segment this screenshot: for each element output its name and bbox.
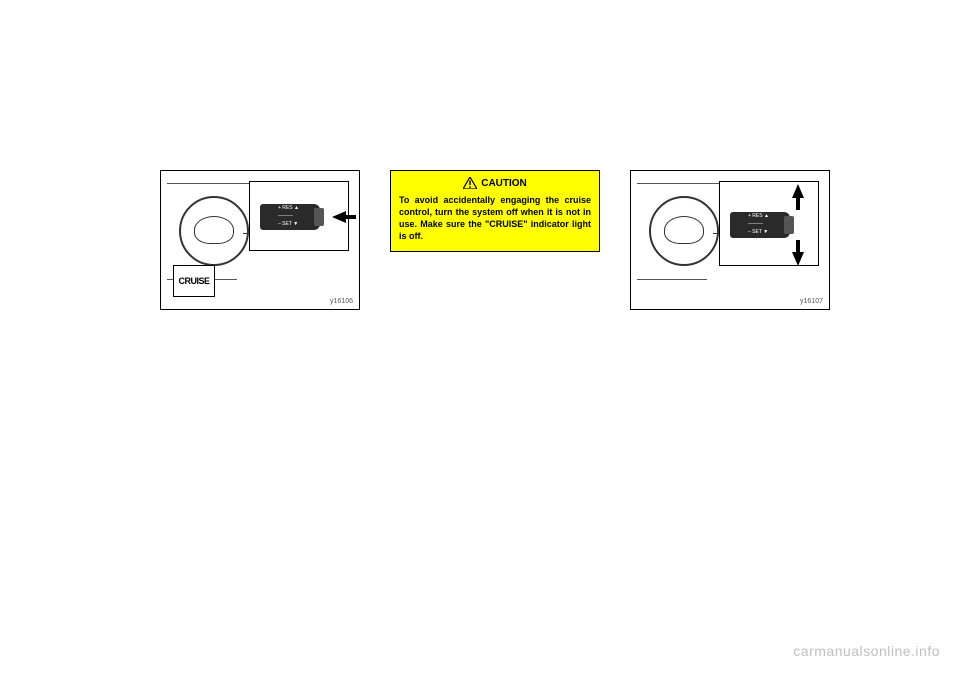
warning-triangle-icon [463,177,477,189]
lever-divider: ――― [748,220,769,228]
arrow-stem [346,215,356,219]
steering-wheel-icon [169,191,259,271]
lever-markings: + RES ▲ ――― – SET ▼ [748,212,769,236]
figure-cruise-switch: + RES ▲ ――― – SET ▼ CRUISE y16106 [160,170,360,310]
figure-lever-updown: + RES ▲ ――― – SET ▼ y16107 [630,170,830,310]
lever-res-label: + RES ▲ [278,204,299,212]
lever-res-label: + RES ▲ [748,212,769,220]
lever-divider: ――― [278,212,299,220]
lever-detail-panel: + RES ▲ ――― – SET ▼ [249,181,349,251]
watermark-text: carmanualsonline.info [793,643,940,659]
dash-line [637,183,729,184]
arrow-left-icon [332,211,346,223]
column-1: + RES ▲ ――― – SET ▼ CRUISE y16106 [160,170,360,318]
lever-markings: + RES ▲ ――― – SET ▼ [278,204,299,228]
arrow-stem [796,196,800,210]
lever-detail-panel: + RES ▲ ――― – SET ▼ [719,181,819,266]
dash-line [167,183,259,184]
steering-wheel-icon [639,191,729,271]
caution-box: CAUTION To avoid accidentally engaging t… [390,170,600,252]
figure-id-label: y16106 [330,298,353,305]
column-3: + RES ▲ ――― – SET ▼ y16107 [630,170,830,318]
caution-header: CAUTION [399,177,591,189]
caution-body-text: To avoid accidentally engaging the cruis… [399,194,591,243]
cruise-lever-icon: + RES ▲ ――― – SET ▼ [260,204,320,230]
cruise-indicator-inset: CRUISE [173,265,215,297]
cruise-indicator-text: CRUISE [178,276,209,286]
dash-line [637,279,707,280]
lever-set-label: – SET ▼ [748,228,769,236]
arrow-down-icon [792,252,804,266]
figure-id-label: y16107 [800,298,823,305]
column-2: CAUTION To avoid accidentally engaging t… [390,170,600,318]
lever-set-label: – SET ▼ [278,220,299,228]
page-content: + RES ▲ ――― – SET ▼ CRUISE y16106 [0,0,960,358]
caution-title: CAUTION [481,178,527,189]
cruise-lever-icon: + RES ▲ ――― – SET ▼ [730,212,790,238]
